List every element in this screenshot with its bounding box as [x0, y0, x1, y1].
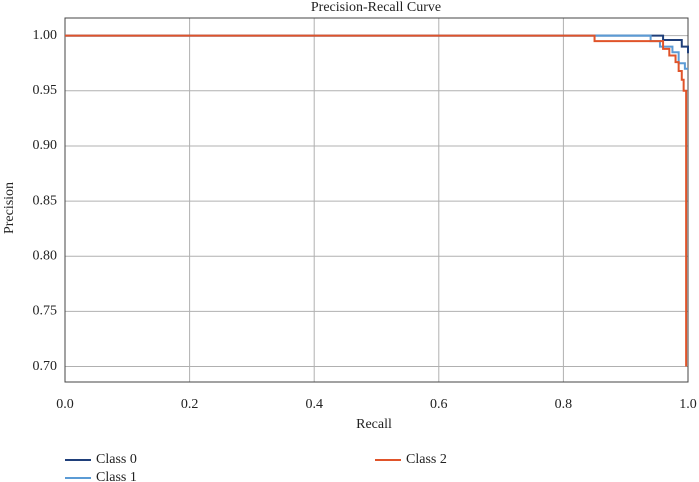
x-tick-label: 0.0 [56, 397, 74, 412]
y-tick-label: 0.85 [33, 193, 58, 208]
x-tick-label: 1.0 [679, 397, 697, 412]
chart-title: Precision-Recall Curve [311, 0, 441, 15]
legend-label: Class 1 [96, 470, 137, 482]
x-tick-label: 0.4 [305, 397, 323, 412]
x-tick-label: 0.2 [181, 397, 199, 412]
x-axis-label: Recall [356, 417, 392, 432]
y-tick-label: 0.70 [33, 359, 58, 374]
y-axis-label: Precision [2, 182, 17, 234]
plot-frame [64, 17, 689, 383]
x-tick-label: 0.8 [555, 397, 573, 412]
y-tick-label: 0.95 [33, 83, 58, 98]
legend-label: Class 0 [96, 452, 137, 467]
series-line [65, 34, 689, 54]
y-tick-label: 0.80 [33, 248, 58, 263]
y-tick-label: 0.75 [33, 304, 58, 319]
legend-label: Class 2 [406, 452, 447, 467]
series-line [65, 34, 688, 367]
y-tick-label: 1.00 [33, 28, 58, 43]
y-tick-label: 0.90 [33, 138, 58, 153]
x-tick-label: 0.6 [430, 397, 448, 412]
